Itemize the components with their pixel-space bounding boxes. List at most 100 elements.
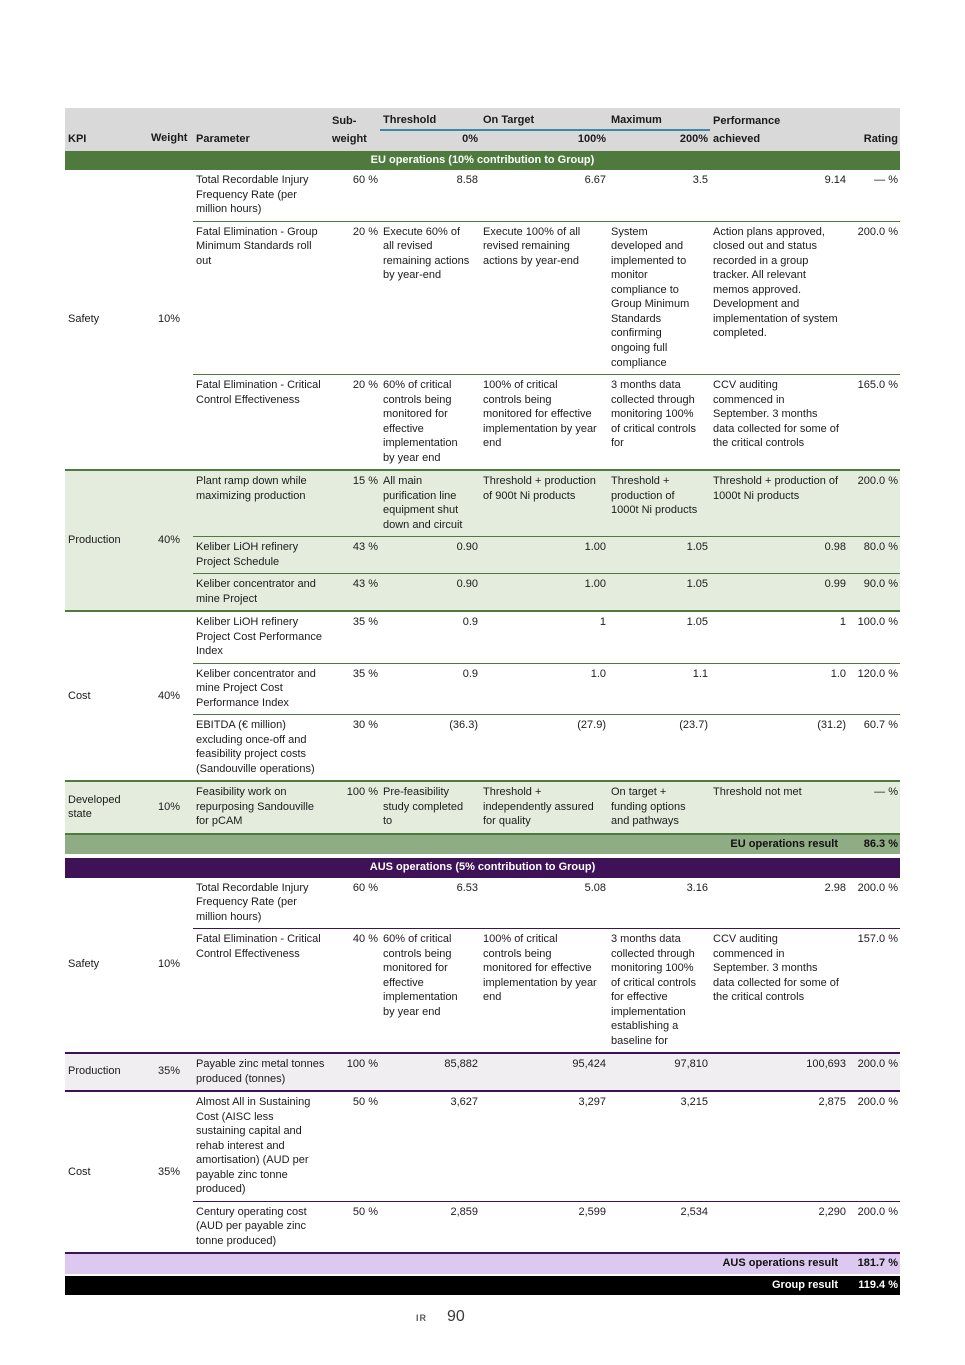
rating-cell: 60.7 % (848, 714, 900, 782)
maximum-cell: On target + funding options and pathways (608, 780, 710, 834)
header-threshold-pct: 0% (380, 129, 480, 152)
kpi-weight: 10% (148, 780, 193, 834)
performance-cell: 0.98 (710, 536, 848, 574)
table-row: Production 40% Plant ramp down while maxim… (65, 469, 900, 612)
header-spacer (148, 108, 193, 130)
threshold-cell: 0.90 (380, 573, 480, 612)
group-result-row: Group result 119.4 % (65, 1273, 900, 1295)
rating-cell: — % (848, 780, 900, 834)
footer-page-number: 90 (447, 1308, 465, 1325)
kpi-weight: 40% (148, 469, 193, 612)
maximum-cell: Threshold + production of 1000t Ni produ… (608, 469, 710, 537)
table-row: Production 35% Payable zinc metal tonnes p… (65, 1052, 900, 1092)
threshold-cell: (36.3) (380, 714, 480, 782)
performance-cell: 9.14 (824, 174, 846, 187)
rating-cell: 200.0 % (857, 881, 898, 894)
on-target-cell: (27.9) (480, 714, 608, 782)
kpi-weight: 40% (148, 610, 193, 782)
sub-weight-cell: 20 % (329, 374, 380, 471)
rating-cell: 80.0 % (848, 536, 900, 574)
threshold-cell: All main purification line equipment shu… (380, 469, 480, 537)
performance-cell: 2,875 (710, 1090, 848, 1202)
parameter-cell: Keliber LiOH refinery Project Cost Perfo… (193, 610, 329, 664)
performance-cell: Threshold + production of 1000t Ni produ… (710, 469, 848, 537)
header-maximum: Maximum (608, 108, 710, 131)
on-target-cell: 100% of critical controls being monitore… (480, 928, 608, 1054)
header-on-target-pct: 100% (480, 129, 608, 152)
header-threshold: Threshold (380, 108, 480, 131)
header-row-bottom: KPI Weight Parameter weight 0% 100% 200%… (65, 129, 900, 152)
aus-result-row: AUS operations result 181.7 % (65, 1252, 900, 1275)
rating-cell: 200.0 % (848, 1090, 900, 1202)
on-target-cell: Execute 100% of all revised remaining ac… (480, 220, 608, 375)
maximum-cell: 3.5 (692, 174, 708, 187)
header-weight: Weight (148, 129, 193, 152)
parameter-cell: Almost All in Sustaining Cost (AISC less… (193, 1090, 329, 1202)
rating-cell: 90.0 % (848, 573, 900, 612)
rating-cell: 200.0 % (848, 1200, 900, 1254)
parameter-cell: Keliber LiOH refinery Project Schedule (193, 536, 329, 574)
maximum-cell: 1.05 (608, 536, 710, 574)
on-target-cell: Threshold + independently assured for qu… (480, 780, 608, 834)
table-row: Century operating cost (AUD per payable … (65, 1200, 900, 1254)
kpi-label: Safety (68, 312, 100, 325)
kpi-weight: 35% (148, 1052, 193, 1092)
group-result-value: 119.4 % (848, 1273, 900, 1295)
parameter-cell: Keliber concentrator and mine Project (193, 573, 329, 612)
header-rating: Rating (848, 129, 900, 152)
threshold-cell: 0.9 (380, 610, 480, 664)
performance-cell: 1 (710, 610, 848, 664)
maximum-cell: 2,534 (608, 1200, 710, 1254)
kpi-weight: 35% (148, 1090, 193, 1254)
eu-result-value: 86.3 % (848, 832, 900, 857)
parameter-cell: Payable zinc metal tonnes produced (tonn… (193, 1052, 329, 1092)
parameter-cell: Total Recordable Injury Frequency Rate (… (196, 881, 309, 923)
table-row: Fatal Elimination - Critical Control Eff… (65, 374, 900, 471)
on-target-cell: 6.67 (584, 174, 606, 187)
threshold-cell: 0.90 (380, 536, 480, 574)
table-row: Fatal Elimination - Group Minimum Standa… (65, 220, 900, 375)
sub-weight-cell: 20 % (329, 220, 380, 375)
parameter-cell: Keliber concentrator and mine Project Co… (193, 662, 329, 715)
on-target-cell: 1 (480, 610, 608, 664)
sub-weight-cell: 15 % (329, 469, 380, 537)
on-target-cell: 1.00 (480, 573, 608, 612)
table-row: Keliber concentrator and mine Project 43 … (65, 573, 900, 612)
sub-weight-cell: 100 % (329, 780, 380, 834)
maximum-cell: 1.05 (608, 610, 710, 664)
page-footer: IR 90 (416, 1308, 465, 1326)
sub-weight-cell: 40 % (329, 928, 380, 1054)
performance-cell: 100,693 (710, 1052, 848, 1092)
aus-section-banner: AUS operations (5% contribution to Group… (65, 854, 900, 878)
threshold-cell: 6.53 (456, 881, 478, 894)
threshold-cell: 2,859 (380, 1200, 480, 1254)
parameter-cell: Feasibility work on repurposing Sandouvi… (193, 780, 329, 834)
table-row: Keliber LiOH refinery Project Schedule 43… (65, 536, 900, 574)
on-target-cell: 1.00 (480, 536, 608, 574)
maximum-cell: 3,215 (608, 1090, 710, 1202)
performance-cell: Threshold not met (710, 780, 848, 834)
kpi-label: Developed state (65, 780, 148, 834)
eu-result-row: EU operations result 86.3 % (65, 832, 900, 857)
threshold-cell: 85,882 (380, 1052, 480, 1092)
threshold-cell: 60% of critical controls being monitored… (380, 928, 480, 1054)
sub-weight-cell: 60 % (352, 881, 378, 894)
group-result-label: Group result (65, 1273, 848, 1295)
sub-weight-cell: 50 % (329, 1200, 380, 1254)
performance-cell: 2.98 (824, 881, 846, 894)
header-maximum-pct: 200% (608, 129, 710, 152)
on-target-cell: 1.0 (480, 662, 608, 715)
table-row: Keliber concentrator and mine Project Co… (65, 662, 900, 715)
table-row: Developed state 10% Feasibility work on re… (65, 780, 900, 834)
on-target-cell: 95,424 (480, 1052, 608, 1092)
threshold-cell: 3,627 (380, 1090, 480, 1202)
performance-cell: 1.0 (710, 662, 848, 715)
on-target-cell: 100% of critical controls being monitore… (480, 374, 608, 471)
performance-cell: 2,290 (710, 1200, 848, 1254)
parameter-cell: Fatal Elimination - Critical Control Eff… (193, 928, 329, 1054)
maximum-cell: 3.16 (686, 881, 708, 894)
rating-cell: 100.0 % (848, 610, 900, 664)
rating-cell: 165.0 % (848, 374, 900, 471)
sub-weight-cell: 35 % (329, 610, 380, 664)
maximum-cell: 1.1 (608, 662, 710, 715)
